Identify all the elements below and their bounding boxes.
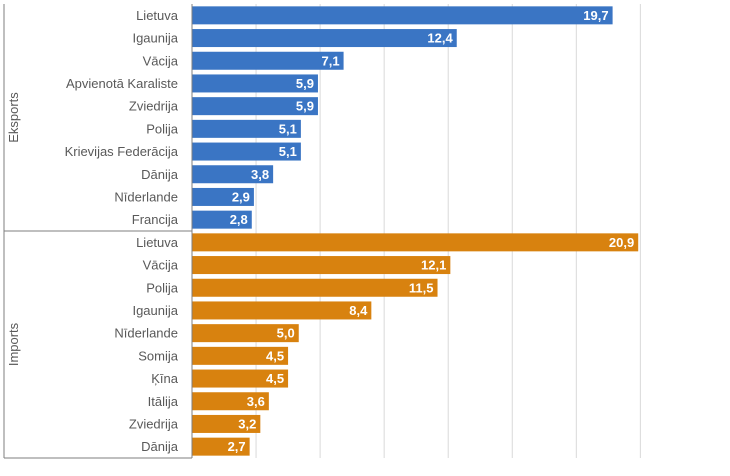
category-label: Zviedrija [129, 99, 179, 114]
category-label: Dānija [141, 439, 179, 454]
bar-imports-1 [192, 233, 639, 252]
grid-lines [255, 4, 641, 458]
bar-eksports-1 [192, 6, 613, 25]
category-label: Igaunija [132, 31, 178, 46]
category-label: Zviedrija [129, 416, 179, 431]
category-label: Itālija [148, 394, 179, 409]
value-label: 5,9 [296, 76, 314, 91]
bar-imports-8 [192, 392, 269, 411]
value-label: 5,0 [277, 326, 295, 341]
axis [3, 4, 193, 459]
category-label: Polija [146, 121, 179, 136]
value-label: 4,5 [266, 371, 284, 386]
bar-eksports-10 [192, 210, 252, 229]
value-label: 20,9 [609, 235, 634, 250]
bar-imports-10 [192, 437, 250, 456]
bar-eksports-4 [192, 74, 318, 93]
bar-imports-3 [192, 278, 438, 297]
value-label: 8,4 [349, 303, 368, 318]
value-label: 5,1 [279, 121, 297, 136]
value-label: 3,6 [247, 394, 265, 409]
bar-eksports-3 [192, 51, 344, 70]
value-label: 19,7 [583, 8, 608, 23]
bar-eksports-8 [192, 165, 274, 184]
category-label: Nīderlande [114, 326, 178, 341]
category-label: Nīderlande [114, 189, 178, 204]
category-label: Ķīna [151, 371, 179, 386]
value-label: 5,9 [296, 99, 314, 114]
bar-imports-9 [192, 414, 261, 433]
bar-imports-4 [192, 301, 372, 320]
bar-eksports-6 [192, 119, 301, 138]
bar-eksports-9 [192, 187, 254, 206]
bar-imports-2 [192, 256, 451, 275]
value-label: 3,2 [238, 416, 256, 431]
value-label: 3,8 [251, 167, 269, 182]
category-label: Polija [146, 280, 179, 295]
value-label: 4,5 [266, 348, 284, 363]
category-label: Apvienotā Karaliste [66, 76, 178, 91]
bars: 19,7 12,4 7,1 5,9 5,9 5,1 5,1 3,82,9 2,8 20,9 12,1… [192, 6, 639, 456]
category-label: Lietuva [136, 235, 179, 250]
value-label: 12,1 [421, 258, 446, 273]
category-labels: Lietuva Igaunija Vācija Apvienotā Karaliste… [6, 8, 179, 454]
category-label: Somija [138, 348, 179, 363]
category-label: Krievijas Federācija [65, 144, 179, 159]
category-label: Igaunija [132, 303, 178, 318]
category-label: Vācija [143, 258, 179, 273]
bar-eksports-5 [192, 97, 318, 116]
group-label-imports: Imports [6, 322, 21, 366]
value-label: 2,8 [230, 212, 248, 227]
value-label: 2,9 [232, 189, 250, 204]
bar-imports-5 [192, 324, 299, 343]
category-label: Dānija [141, 167, 179, 182]
category-label: Francija [132, 212, 179, 227]
group-label-eksports: Eksports [6, 92, 21, 143]
value-label: 2,7 [228, 439, 246, 454]
value-label: 5,1 [279, 144, 297, 159]
value-label: 11,5 [409, 280, 434, 295]
category-label: Vācija [143, 53, 179, 68]
bar-eksports-2 [192, 29, 457, 48]
category-label: Lietuva [136, 8, 179, 23]
value-label: 7,1 [322, 53, 340, 68]
bar-imports-7 [192, 369, 289, 388]
value-label: 12,4 [427, 31, 453, 46]
bar-imports-6 [192, 346, 289, 365]
bar-eksports-7 [192, 142, 301, 161]
